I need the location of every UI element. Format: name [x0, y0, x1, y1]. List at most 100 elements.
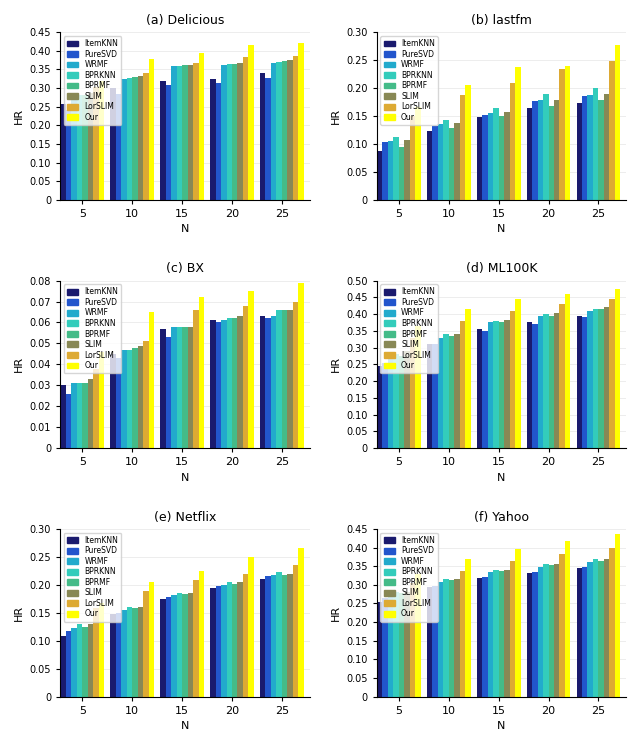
- Bar: [143, 73, 148, 200]
- Bar: [598, 309, 604, 448]
- Title: (c) BX: (c) BX: [166, 262, 204, 275]
- Bar: [198, 297, 204, 448]
- Bar: [232, 583, 237, 697]
- Bar: [527, 108, 532, 200]
- Bar: [577, 316, 582, 448]
- Title: (d) ML100K: (d) ML100K: [466, 262, 537, 275]
- Bar: [388, 358, 394, 448]
- Bar: [166, 85, 171, 200]
- Bar: [538, 101, 543, 200]
- Bar: [266, 577, 271, 697]
- Bar: [232, 318, 237, 448]
- Bar: [515, 299, 520, 448]
- Bar: [71, 94, 77, 200]
- Y-axis label: HR: HR: [14, 605, 24, 621]
- Bar: [399, 356, 404, 448]
- Legend: ItemKNN, PureSVD, WRMF, BPRKNN, BPRMF, SLIM, LorSLIM, Our: ItemKNN, PureSVD, WRMF, BPRKNN, BPRMF, S…: [64, 36, 122, 125]
- Bar: [88, 379, 93, 448]
- Bar: [388, 141, 394, 200]
- Bar: [438, 124, 444, 200]
- Bar: [237, 582, 243, 697]
- Bar: [210, 320, 216, 448]
- Bar: [527, 573, 532, 697]
- Bar: [143, 592, 148, 697]
- Bar: [493, 570, 499, 697]
- Bar: [582, 567, 588, 697]
- Y-axis label: HR: HR: [330, 108, 340, 124]
- Bar: [138, 76, 143, 200]
- Title: (e) Netflix: (e) Netflix: [154, 510, 216, 524]
- Bar: [504, 570, 509, 697]
- Bar: [465, 86, 470, 200]
- Bar: [394, 355, 399, 448]
- Bar: [399, 147, 404, 200]
- Bar: [554, 564, 559, 697]
- Bar: [432, 126, 438, 200]
- Bar: [227, 318, 232, 448]
- Bar: [193, 310, 198, 448]
- X-axis label: N: N: [180, 721, 189, 731]
- Bar: [504, 112, 509, 200]
- Y-axis label: HR: HR: [330, 605, 340, 621]
- Bar: [66, 110, 71, 200]
- Y-axis label: HR: HR: [330, 356, 340, 372]
- Bar: [532, 571, 538, 697]
- Bar: [216, 323, 221, 448]
- Bar: [143, 341, 148, 448]
- Bar: [515, 67, 520, 200]
- Bar: [110, 614, 116, 697]
- Bar: [276, 572, 282, 697]
- Bar: [509, 560, 515, 697]
- Bar: [559, 554, 565, 697]
- Bar: [166, 337, 171, 448]
- Bar: [138, 607, 143, 697]
- Bar: [188, 593, 193, 697]
- Bar: [66, 393, 71, 448]
- Bar: [132, 608, 138, 697]
- Bar: [582, 317, 588, 448]
- Bar: [243, 57, 248, 200]
- Bar: [609, 61, 615, 200]
- Bar: [482, 331, 488, 448]
- Bar: [193, 63, 198, 200]
- Bar: [543, 564, 548, 697]
- Bar: [444, 120, 449, 200]
- Title: (b) lastfm: (b) lastfm: [471, 14, 532, 27]
- Bar: [83, 627, 88, 697]
- Bar: [609, 299, 615, 448]
- Bar: [482, 577, 488, 697]
- Bar: [377, 601, 383, 697]
- Bar: [482, 115, 488, 200]
- Bar: [287, 310, 293, 448]
- Bar: [260, 316, 266, 448]
- Bar: [248, 291, 254, 448]
- Bar: [132, 348, 138, 448]
- Bar: [182, 65, 188, 200]
- Bar: [121, 349, 127, 448]
- Bar: [276, 310, 282, 448]
- X-axis label: N: N: [180, 224, 189, 235]
- Bar: [93, 369, 99, 448]
- Bar: [604, 308, 609, 448]
- Bar: [444, 335, 449, 448]
- Bar: [565, 294, 570, 448]
- Bar: [477, 578, 482, 697]
- Bar: [248, 45, 254, 200]
- Bar: [499, 116, 504, 200]
- Bar: [287, 60, 293, 200]
- Bar: [565, 66, 570, 200]
- Bar: [383, 363, 388, 448]
- Bar: [227, 64, 232, 200]
- Bar: [77, 383, 83, 448]
- Bar: [410, 337, 415, 448]
- Bar: [465, 559, 470, 697]
- Bar: [237, 63, 243, 200]
- Bar: [615, 45, 620, 200]
- Bar: [404, 351, 410, 448]
- Bar: [454, 335, 460, 448]
- Bar: [404, 139, 410, 200]
- Bar: [116, 612, 121, 697]
- Legend: ItemKNN, PureSVD, WRMF, BPRKNN, BPRMF, SLIM, LorSLIM, Our: ItemKNN, PureSVD, WRMF, BPRKNN, BPRMF, S…: [64, 285, 122, 373]
- Bar: [460, 321, 465, 448]
- X-axis label: N: N: [497, 721, 506, 731]
